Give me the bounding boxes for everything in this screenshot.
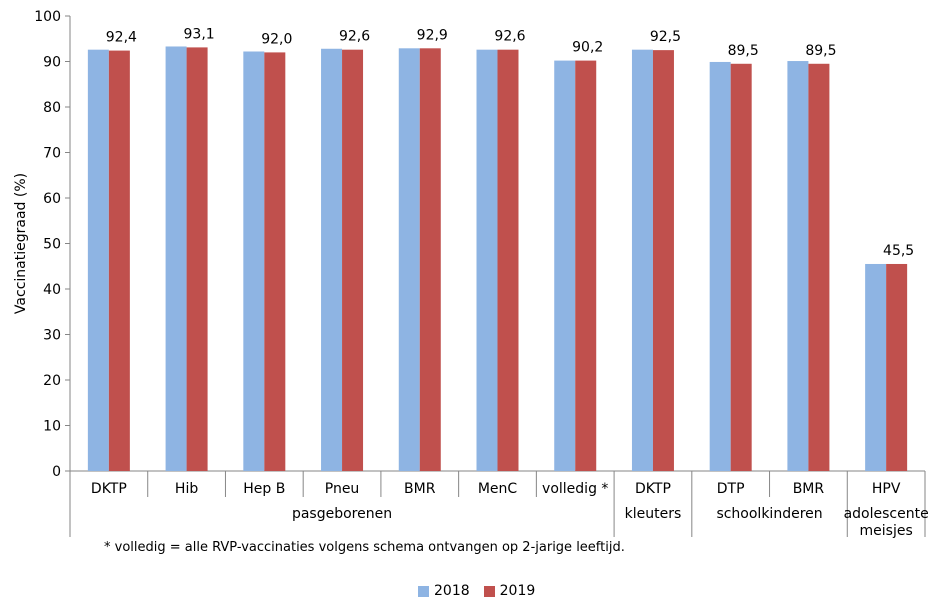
legend-swatch-2018 <box>418 585 429 597</box>
data-label: 92,0 <box>261 31 292 47</box>
data-label: 93,1 <box>184 26 215 42</box>
bar-2018 <box>165 46 187 472</box>
bar-2018 <box>321 48 343 471</box>
x-category-label: Pneu <box>325 481 360 497</box>
legend-item-2019: 2019 <box>483 583 536 599</box>
x-category-label: volledig * <box>542 481 608 497</box>
y-axis-title: Vaccinatiegraad (%) <box>13 173 29 314</box>
data-label: 89,5 <box>728 43 759 59</box>
bar-2019 <box>342 49 364 472</box>
bar-2019 <box>886 263 908 471</box>
y-tick-label: 50 <box>43 237 61 253</box>
data-label: 92,5 <box>650 29 681 45</box>
x-group-label: adolescente <box>844 506 929 522</box>
legend-swatch-2019 <box>483 585 495 597</box>
x-category-label: BMR <box>404 481 436 497</box>
x-category-label: Hep B <box>243 481 285 497</box>
y-tick-label: 70 <box>43 146 61 162</box>
bar-2018 <box>398 48 420 472</box>
bar-2018 <box>476 49 498 472</box>
bar-2018 <box>709 61 731 472</box>
bar-2019 <box>808 63 830 472</box>
bar-2018 <box>787 61 809 472</box>
bar-2019 <box>186 47 208 472</box>
x-category-label: DTP <box>717 481 745 497</box>
y-tick-label: 90 <box>43 55 61 71</box>
data-label: 92,4 <box>106 30 137 46</box>
x-category-label: HPV <box>872 481 901 497</box>
x-category-label: DKTP <box>91 481 127 497</box>
data-label: 92,6 <box>339 29 370 45</box>
legend: 2018 2019 <box>418 583 549 599</box>
y-tick-label: 60 <box>43 191 61 207</box>
y-tick-label: 100 <box>34 9 61 25</box>
y-tick-label: 20 <box>43 373 61 389</box>
data-label: 90,2 <box>572 40 603 56</box>
x-category-label: Hib <box>175 481 198 497</box>
vaccination-bar-chart: 0 10 20 30 40 50 60 70 80 90 100 Vaccinatiegraad (%… <box>13 9 929 539</box>
bar-2019 <box>264 52 286 472</box>
legend-label-2018: 2018 <box>434 583 470 599</box>
y-tick-label: 80 <box>43 100 61 116</box>
bar-2019 <box>652 50 674 471</box>
bar-2019 <box>419 48 441 472</box>
footnote: * volledig = alle RVP-vaccinaties volgen… <box>104 540 625 555</box>
x-category-label: BMR <box>793 481 825 497</box>
y-tick-label: 10 <box>43 419 61 435</box>
x-category-label: DKTP <box>635 481 671 497</box>
x-group-label: kleuters <box>625 506 682 522</box>
x-category-label: MenC <box>478 481 518 497</box>
bar-2018 <box>554 60 576 472</box>
x-group-label: pasgeborenen <box>292 506 392 522</box>
y-tick-label: 30 <box>43 328 61 344</box>
data-label: 92,6 <box>494 29 525 45</box>
y-tick-label: 0 <box>52 464 61 480</box>
x-group-label: meisjes <box>860 523 913 539</box>
y-tick-label: 40 <box>43 282 61 298</box>
legend-item-2018: 2018 <box>418 583 470 599</box>
bar-2018 <box>243 51 265 472</box>
bar-2019 <box>497 49 519 472</box>
bar-2018 <box>631 49 653 472</box>
bar-2018 <box>87 49 109 472</box>
data-label: 45,5 <box>883 243 914 259</box>
bar-2019 <box>108 50 130 472</box>
data-label: 92,9 <box>417 27 448 43</box>
x-group-label: schoolkinderen <box>716 506 822 522</box>
legend-label-2019: 2019 <box>499 583 536 599</box>
bar-2019 <box>575 60 597 472</box>
data-label: 89,5 <box>805 43 836 59</box>
bar-2019 <box>730 63 752 472</box>
bar-2018 <box>865 263 887 471</box>
